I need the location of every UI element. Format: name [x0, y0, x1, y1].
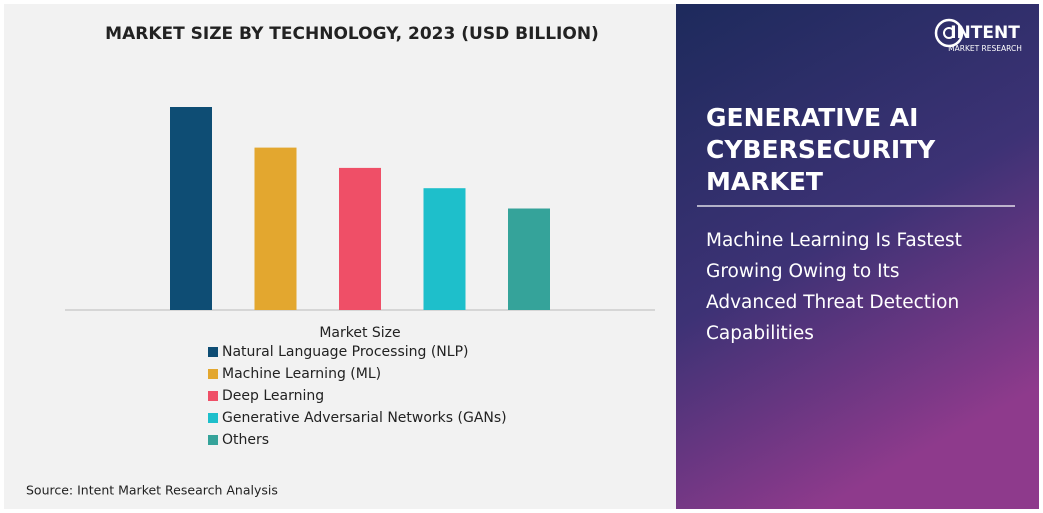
brand-tagline: MARKET RESEARCH [948, 44, 1022, 53]
logo-icon [934, 18, 964, 48]
bar [170, 107, 212, 310]
subheadline-line: Capabilities [706, 323, 814, 344]
legend-swatch [208, 413, 218, 423]
subheadline-line: Advanced Threat Detection [706, 292, 959, 313]
headline-line: GENERATIVE AI [706, 103, 918, 132]
legend-label: Deep Learning [222, 388, 324, 404]
legend-swatch [208, 435, 218, 445]
subheadline-line: Growing Owing to Its [706, 261, 899, 282]
headline-line: CYBERSECURITY [706, 135, 936, 164]
bars [170, 107, 550, 310]
legend-title: Market Size [319, 325, 400, 341]
legend: Natural Language Processing (NLP) Machine… [208, 344, 507, 448]
logo-icon-inner [943, 27, 955, 39]
legend-swatch [208, 369, 218, 379]
bar [508, 208, 550, 310]
subheadline: Machine Learning Is Fastest Growing Owing… [706, 230, 962, 344]
headline: GENERATIVE AI CYBERSECURITY MARKET [706, 103, 936, 196]
chart-title: MARKET SIZE BY TECHNOLOGY, 2023 (USD BIL… [105, 24, 599, 44]
bar [339, 167, 381, 310]
headline-line: MARKET [706, 167, 823, 196]
legend-swatch [208, 391, 218, 401]
logo: INTENT MARKET RESEARCH [934, 18, 1022, 53]
bar [254, 147, 297, 310]
brand-name: INTENT [950, 23, 1020, 43]
info-panel [676, 4, 1039, 509]
source: Source: Intent Market Research Analysis [26, 483, 278, 498]
subheadline-line: Machine Learning Is Fastest [706, 230, 962, 251]
legend-label: Generative Adversarial Networks (GANs) [222, 410, 507, 426]
legend-label: Machine Learning (ML) [222, 366, 381, 382]
legend-swatch [208, 347, 218, 357]
legend-label: Natural Language Processing (NLP) [222, 344, 468, 360]
legend-label: Others [222, 432, 269, 448]
bar [423, 188, 466, 310]
